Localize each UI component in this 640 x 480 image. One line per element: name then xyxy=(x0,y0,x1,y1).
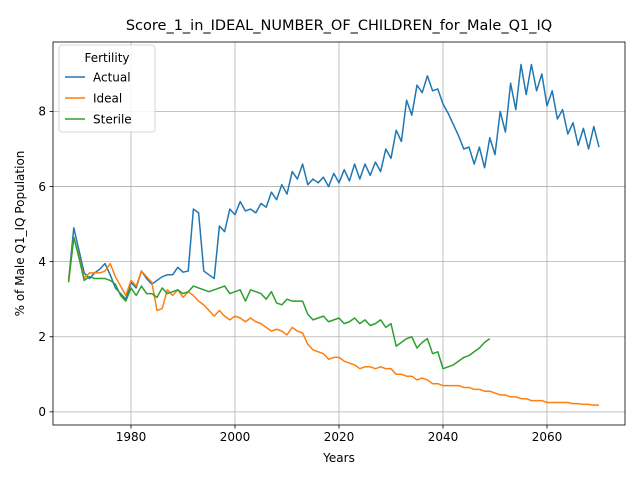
x-tick-label: 1980 xyxy=(116,430,147,444)
series-line-sterile xyxy=(67,236,491,370)
y-axis-label: % of Male Q1_IQ Population xyxy=(13,151,27,317)
x-tick-label: 2040 xyxy=(428,430,459,444)
grid xyxy=(53,42,625,425)
y-tick-label: 4 xyxy=(38,255,46,269)
x-tick-label: 2060 xyxy=(532,430,563,444)
y-tick-label: 6 xyxy=(38,180,46,194)
legend-label-actual: Actual xyxy=(93,71,131,85)
legend-label-ideal: Ideal xyxy=(93,92,122,106)
x-tick-label: 2020 xyxy=(324,430,355,444)
series-line-actual xyxy=(67,63,600,300)
axis-ticks: 1980 2000 2020 2040 2060 0 2 4 6 8 xyxy=(38,105,562,444)
y-tick-label: 8 xyxy=(38,105,46,119)
y-tick-label: 2 xyxy=(38,330,46,344)
chart-title: Score_1_in_IDEAL_NUMBER_OF_CHILDREN_for_… xyxy=(126,18,552,34)
y-tick-label: 0 xyxy=(38,405,46,419)
series-line-ideal xyxy=(67,236,599,406)
legend-entries: Actual Ideal Sterile xyxy=(65,71,132,127)
x-axis-label: Years xyxy=(322,451,355,465)
legend-label-sterile: Sterile xyxy=(93,113,132,127)
legend-title: Fertility xyxy=(84,51,129,65)
legend-box xyxy=(58,44,156,133)
legend: Fertility Actual Ideal Sterile xyxy=(58,44,156,133)
series-lines xyxy=(67,63,600,406)
x-tick-label: 2000 xyxy=(220,430,251,444)
